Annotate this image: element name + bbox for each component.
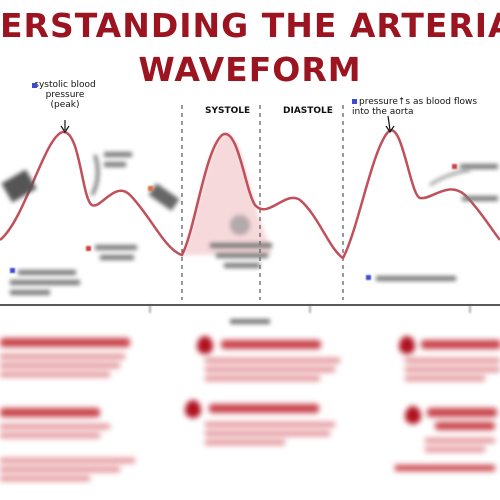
red-marker — [452, 164, 457, 169]
blue-marker — [10, 268, 15, 273]
blurred-info-panel-middle — [185, 330, 345, 495]
blue-bullet — [352, 99, 357, 104]
blue-marker — [366, 275, 371, 280]
pressure-rise-annotation: pressure↑s as blood flows into the aorta — [352, 97, 478, 117]
arrow-to-third-peak — [387, 115, 391, 131]
red-marker — [148, 186, 153, 191]
blurred-info-panel-right — [395, 330, 500, 495]
arterial-waveform-line — [0, 129, 500, 260]
blurred-callouts — [1, 154, 471, 235]
blue-bullet — [32, 83, 37, 88]
systole-label: SYSTOLE — [205, 106, 251, 116]
systole-shaded-area — [182, 133, 272, 255]
diastole-label: DIASTOLE — [283, 106, 333, 116]
page-subtitle: WAVEFORM — [138, 50, 362, 89]
systolic-peak-annotation: systolic blood pressure (peak) — [32, 80, 96, 110]
page-title: ERSTANDING THE ARTERIAL PRES — [0, 6, 500, 45]
blurred-info-panel-left — [0, 330, 140, 495]
red-marker — [86, 246, 91, 251]
